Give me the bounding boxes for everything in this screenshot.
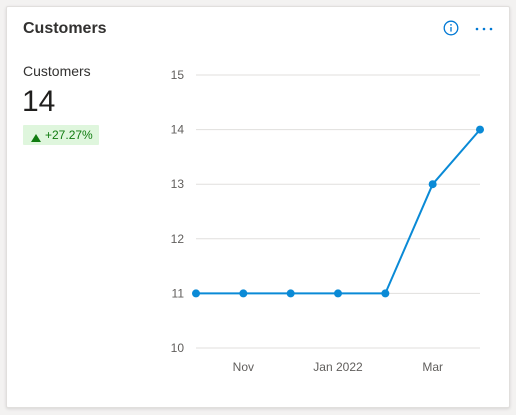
customers-card: Customers Customers 14 +27.27% 10 11 12 13 1… xyxy=(6,6,510,408)
info-icon[interactable] xyxy=(443,20,459,36)
triangle-up-icon xyxy=(31,131,41,142)
y-tick-label: 10 xyxy=(171,341,185,355)
y-tick-label: 14 xyxy=(171,123,185,137)
data-point xyxy=(428,180,437,189)
y-tick-label: 13 xyxy=(171,177,185,191)
x-tick-label: Nov xyxy=(233,360,254,374)
data-point xyxy=(381,289,390,298)
metric-label: Customers xyxy=(23,63,91,79)
delta-value: +27.27% xyxy=(45,128,93,142)
data-point xyxy=(286,289,295,298)
data-point xyxy=(334,289,342,298)
y-tick-label: 15 xyxy=(171,68,185,82)
delta-badge: +27.27% xyxy=(23,125,99,145)
card-title: Customers xyxy=(23,20,107,37)
line-chart: 10 11 12 13 14 15 Nov Jan 2022 Mar xyxy=(171,68,484,374)
data-point xyxy=(476,125,484,134)
series-line xyxy=(196,128,481,295)
data-point xyxy=(192,289,200,298)
y-tick-label: 12 xyxy=(171,232,185,246)
x-tick-label: Mar xyxy=(422,360,443,374)
y-tick-label: 11 xyxy=(172,286,185,300)
x-tick-label: Jan 2022 xyxy=(313,360,363,374)
metric-value: 14 xyxy=(22,85,56,118)
data-point xyxy=(239,289,248,298)
more-options-icon[interactable] xyxy=(473,19,495,37)
